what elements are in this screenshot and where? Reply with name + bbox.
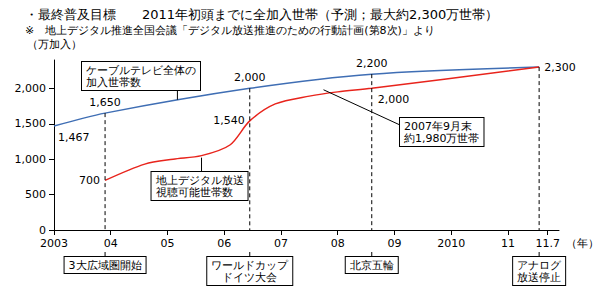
svg-text:2,000: 2,000 xyxy=(234,71,266,84)
svg-text:放送停止: 放送停止 xyxy=(517,271,561,284)
svg-text:地上デジタル放送: 地上デジタル放送 xyxy=(155,173,244,187)
svg-text:1,650: 1,650 xyxy=(89,96,121,109)
svg-text:700: 700 xyxy=(79,174,100,187)
svg-text:0: 0 xyxy=(39,224,46,237)
svg-text:2,200: 2,200 xyxy=(356,57,388,70)
svg-text:11: 11 xyxy=(501,237,515,250)
svg-text:1,500: 1,500 xyxy=(15,117,47,130)
svg-text:・最終普及目標 2011年初頭までに全加入世帯（予測；最大: ・最終普及目標 2011年初頭までに全加入世帯（予測；最大約2,300万世帯） xyxy=(25,7,498,22)
svg-text:2,300: 2,300 xyxy=(544,61,576,74)
svg-text:07: 07 xyxy=(274,237,288,250)
svg-text:ワールドカップ: ワールドカップ xyxy=(211,258,289,272)
svg-text:500: 500 xyxy=(25,188,46,201)
svg-text:※ 地上デジタル推進全国会議「デジタル放送推進のための行動計: ※ 地上デジタル推進全国会議「デジタル放送推進のための行動計画(第8次)」より xyxy=(25,24,435,37)
svg-text:2003: 2003 xyxy=(40,237,68,250)
svg-text:04: 04 xyxy=(104,237,118,250)
svg-text:加入世帯数: 加入世帯数 xyxy=(86,76,141,89)
svg-text:2,000: 2,000 xyxy=(15,82,47,95)
svg-text:2,000: 2,000 xyxy=(378,93,410,106)
svg-text:（年）: （年） xyxy=(566,237,599,250)
svg-text:09: 09 xyxy=(387,237,401,250)
svg-text:ドイツ大会: ドイツ大会 xyxy=(222,271,277,284)
svg-text:1,467: 1,467 xyxy=(58,131,90,144)
svg-text:北京五輪: 北京五輪 xyxy=(350,259,394,272)
svg-text:05: 05 xyxy=(160,237,174,250)
svg-text:06: 06 xyxy=(217,237,231,250)
svg-text:3大広域圏開始: 3大広域圏開始 xyxy=(69,259,142,272)
svg-text:アナログ: アナログ xyxy=(517,258,562,272)
svg-text:11.7: 11.7 xyxy=(535,237,560,250)
svg-text:ケーブルテレビ全体の: ケーブルテレビ全体の xyxy=(86,63,196,77)
svg-text:1,000: 1,000 xyxy=(15,153,47,166)
svg-text:視聴可能世帯数: 視聴可能世帯数 xyxy=(156,186,233,199)
svg-text:（万加入）: （万加入） xyxy=(27,38,82,51)
svg-text:2010: 2010 xyxy=(437,237,465,250)
svg-text:約1,980万世帯: 約1,980万世帯 xyxy=(404,132,480,145)
svg-text:1,540: 1,540 xyxy=(213,114,245,127)
svg-text:2007年9月末: 2007年9月末 xyxy=(404,119,472,133)
svg-text:08: 08 xyxy=(331,237,345,250)
